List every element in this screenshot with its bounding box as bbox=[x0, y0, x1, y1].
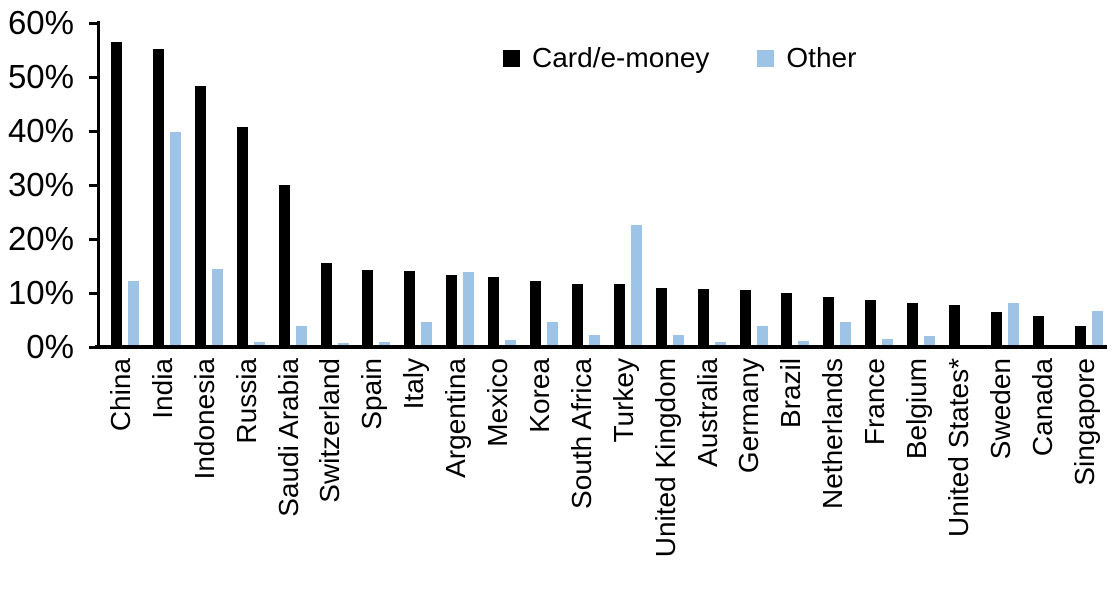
bar-card-e-money-mexico bbox=[488, 277, 499, 347]
bar-other-spain bbox=[379, 342, 390, 347]
bar-card-e-money-china bbox=[111, 42, 122, 347]
bar-card-e-money-france bbox=[865, 300, 876, 347]
x-label-indonesia: Indonesia bbox=[189, 358, 220, 480]
x-label-turkey: Turkey bbox=[608, 358, 639, 443]
bar-card-e-money-sweden bbox=[991, 312, 1002, 347]
x-label-australia: Australia bbox=[692, 358, 723, 467]
x-label-korea: Korea bbox=[524, 358, 555, 433]
bar-other-indonesia bbox=[212, 269, 223, 347]
legend-swatch-card-e-money bbox=[503, 49, 520, 67]
legend-label-card-e-money: Card/e-money bbox=[532, 42, 710, 73]
bar-other-china bbox=[128, 281, 139, 347]
y-tick-label-60: 60% bbox=[7, 4, 74, 41]
bar-other-united-kingdom bbox=[673, 335, 684, 347]
bar-card-e-money-belgium bbox=[907, 303, 918, 347]
bar-other-australia bbox=[715, 342, 726, 347]
x-label-united-states: United States* bbox=[943, 358, 974, 537]
bar-other-south-africa bbox=[589, 335, 600, 347]
bar-card-e-money-australia bbox=[698, 289, 709, 347]
x-label-belgium: Belgium bbox=[901, 358, 932, 460]
x-label-italy: Italy bbox=[398, 358, 429, 410]
bar-card-e-money-korea bbox=[530, 281, 541, 347]
x-axis-line bbox=[95, 345, 1107, 349]
bar-card-e-money-brazil bbox=[781, 293, 792, 347]
bar-other-mexico bbox=[505, 340, 516, 347]
chart-legend: Card/e-money Other bbox=[503, 42, 856, 74]
bar-other-sweden bbox=[1008, 303, 1019, 347]
bar-card-e-money-indonesia bbox=[195, 86, 206, 347]
y-tick-30 bbox=[89, 184, 98, 187]
x-label-argentina: Argentina bbox=[440, 358, 471, 478]
bar-card-e-money-spain bbox=[362, 270, 373, 347]
x-label-netherlands: Netherlands bbox=[817, 358, 848, 509]
x-label-united-kingdom: United Kingdom bbox=[650, 358, 681, 558]
y-tick-label-50: 50% bbox=[7, 58, 74, 95]
bar-other-singapore bbox=[1092, 311, 1103, 347]
legend-label-other: Other bbox=[786, 42, 857, 73]
y-tick-label-30: 30% bbox=[7, 166, 74, 203]
bar-card-e-money-united-kingdom bbox=[656, 288, 667, 347]
legend-item-card-e-money: Card/e-money bbox=[503, 42, 709, 74]
legend-item-other: Other bbox=[757, 42, 856, 74]
y-tick-label-40: 40% bbox=[7, 112, 74, 149]
y-tick-40 bbox=[89, 130, 98, 133]
bar-other-france bbox=[882, 339, 893, 347]
y-tick-label-20: 20% bbox=[7, 220, 74, 257]
legend-swatch-other bbox=[757, 49, 775, 67]
x-label-sweden: Sweden bbox=[985, 358, 1016, 460]
bar-card-e-money-argentina bbox=[446, 275, 457, 347]
y-tick-50 bbox=[89, 76, 98, 79]
bar-other-netherlands bbox=[840, 322, 851, 347]
bar-other-india bbox=[170, 132, 181, 347]
y-tick-label-0: 0% bbox=[26, 328, 74, 365]
x-label-germany: Germany bbox=[733, 358, 764, 474]
x-label-spain: Spain bbox=[356, 358, 387, 430]
bar-other-argentina bbox=[463, 272, 474, 347]
x-label-south-africa: South Africa bbox=[566, 358, 597, 509]
y-tick-0 bbox=[89, 346, 98, 349]
bar-other-italy bbox=[421, 322, 432, 347]
x-label-saudi-arabia: Saudi Arabia bbox=[273, 358, 304, 517]
bar-card-e-money-germany bbox=[740, 290, 751, 347]
bar-card-e-money-switzerland bbox=[321, 263, 332, 347]
bar-card-e-money-singapore bbox=[1075, 326, 1086, 347]
x-label-france: France bbox=[859, 358, 890, 446]
bar-other-russia bbox=[254, 342, 265, 347]
bar-card-e-money-russia bbox=[237, 127, 248, 347]
bar-card-e-money-turkey bbox=[614, 284, 625, 347]
bar-other-brazil bbox=[798, 341, 809, 347]
bar-other-belgium bbox=[924, 336, 935, 347]
x-label-india: India bbox=[147, 358, 178, 419]
bar-card-e-money-saudi-arabia bbox=[279, 185, 290, 347]
y-tick-60 bbox=[89, 22, 98, 25]
bar-card-e-money-canada bbox=[1033, 316, 1044, 347]
bar-card-e-money-italy bbox=[404, 271, 415, 347]
y-axis-line bbox=[97, 21, 100, 349]
x-label-switzerland: Switzerland bbox=[314, 358, 345, 503]
bar-card-e-money-netherlands bbox=[823, 297, 834, 347]
bar-card-e-money-united-states bbox=[949, 305, 960, 347]
legend-spacer bbox=[709, 58, 757, 59]
x-label-singapore: Singapore bbox=[1069, 358, 1100, 486]
bar-other-turkey bbox=[631, 225, 642, 347]
x-label-canada: Canada bbox=[1027, 358, 1058, 457]
x-label-mexico: Mexico bbox=[482, 358, 513, 447]
bar-other-germany bbox=[757, 326, 768, 347]
bar-other-saudi-arabia bbox=[296, 326, 307, 347]
bar-other-korea bbox=[547, 322, 558, 347]
y-tick-20 bbox=[89, 238, 98, 241]
x-label-china: China bbox=[105, 358, 136, 432]
y-tick-10 bbox=[89, 292, 98, 295]
x-label-brazil: Brazil bbox=[775, 358, 806, 429]
bar-card-e-money-india bbox=[153, 49, 164, 347]
y-tick-label-10: 10% bbox=[7, 274, 74, 311]
x-label-russia: Russia bbox=[231, 358, 262, 444]
bar-card-e-money-south-africa bbox=[572, 284, 583, 347]
